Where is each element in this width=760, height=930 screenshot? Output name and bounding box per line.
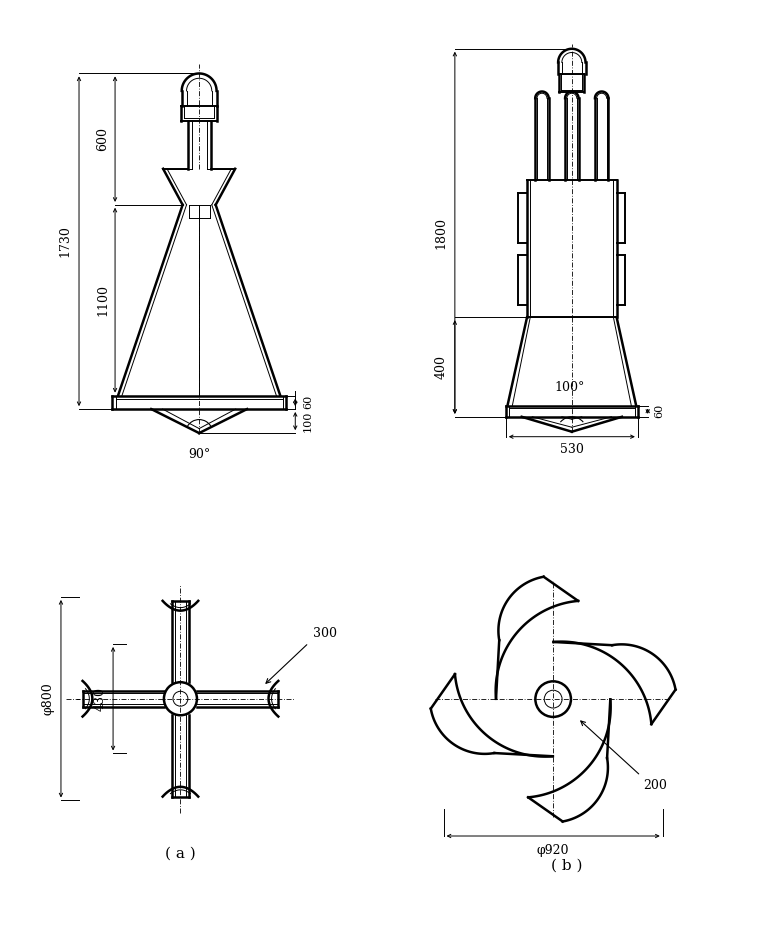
Text: φ920: φ920 (537, 844, 569, 857)
Text: 200: 200 (644, 778, 667, 791)
Text: 100°: 100° (554, 381, 584, 394)
Text: 430: 430 (93, 686, 106, 711)
Text: 600: 600 (96, 127, 109, 152)
Text: 60: 60 (654, 404, 664, 418)
Text: ( b ): ( b ) (551, 859, 583, 873)
Text: 60: 60 (302, 395, 313, 409)
Text: 400: 400 (435, 355, 448, 379)
Text: 100: 100 (302, 410, 313, 432)
Text: φ800: φ800 (42, 683, 55, 715)
Text: 1100: 1100 (96, 285, 109, 316)
Text: 1800: 1800 (435, 217, 448, 249)
Text: 300: 300 (312, 627, 337, 640)
Text: 530: 530 (560, 443, 584, 456)
Text: 1730: 1730 (59, 225, 71, 258)
Text: 90°: 90° (188, 448, 211, 461)
Text: ( a ): ( a ) (165, 847, 196, 861)
